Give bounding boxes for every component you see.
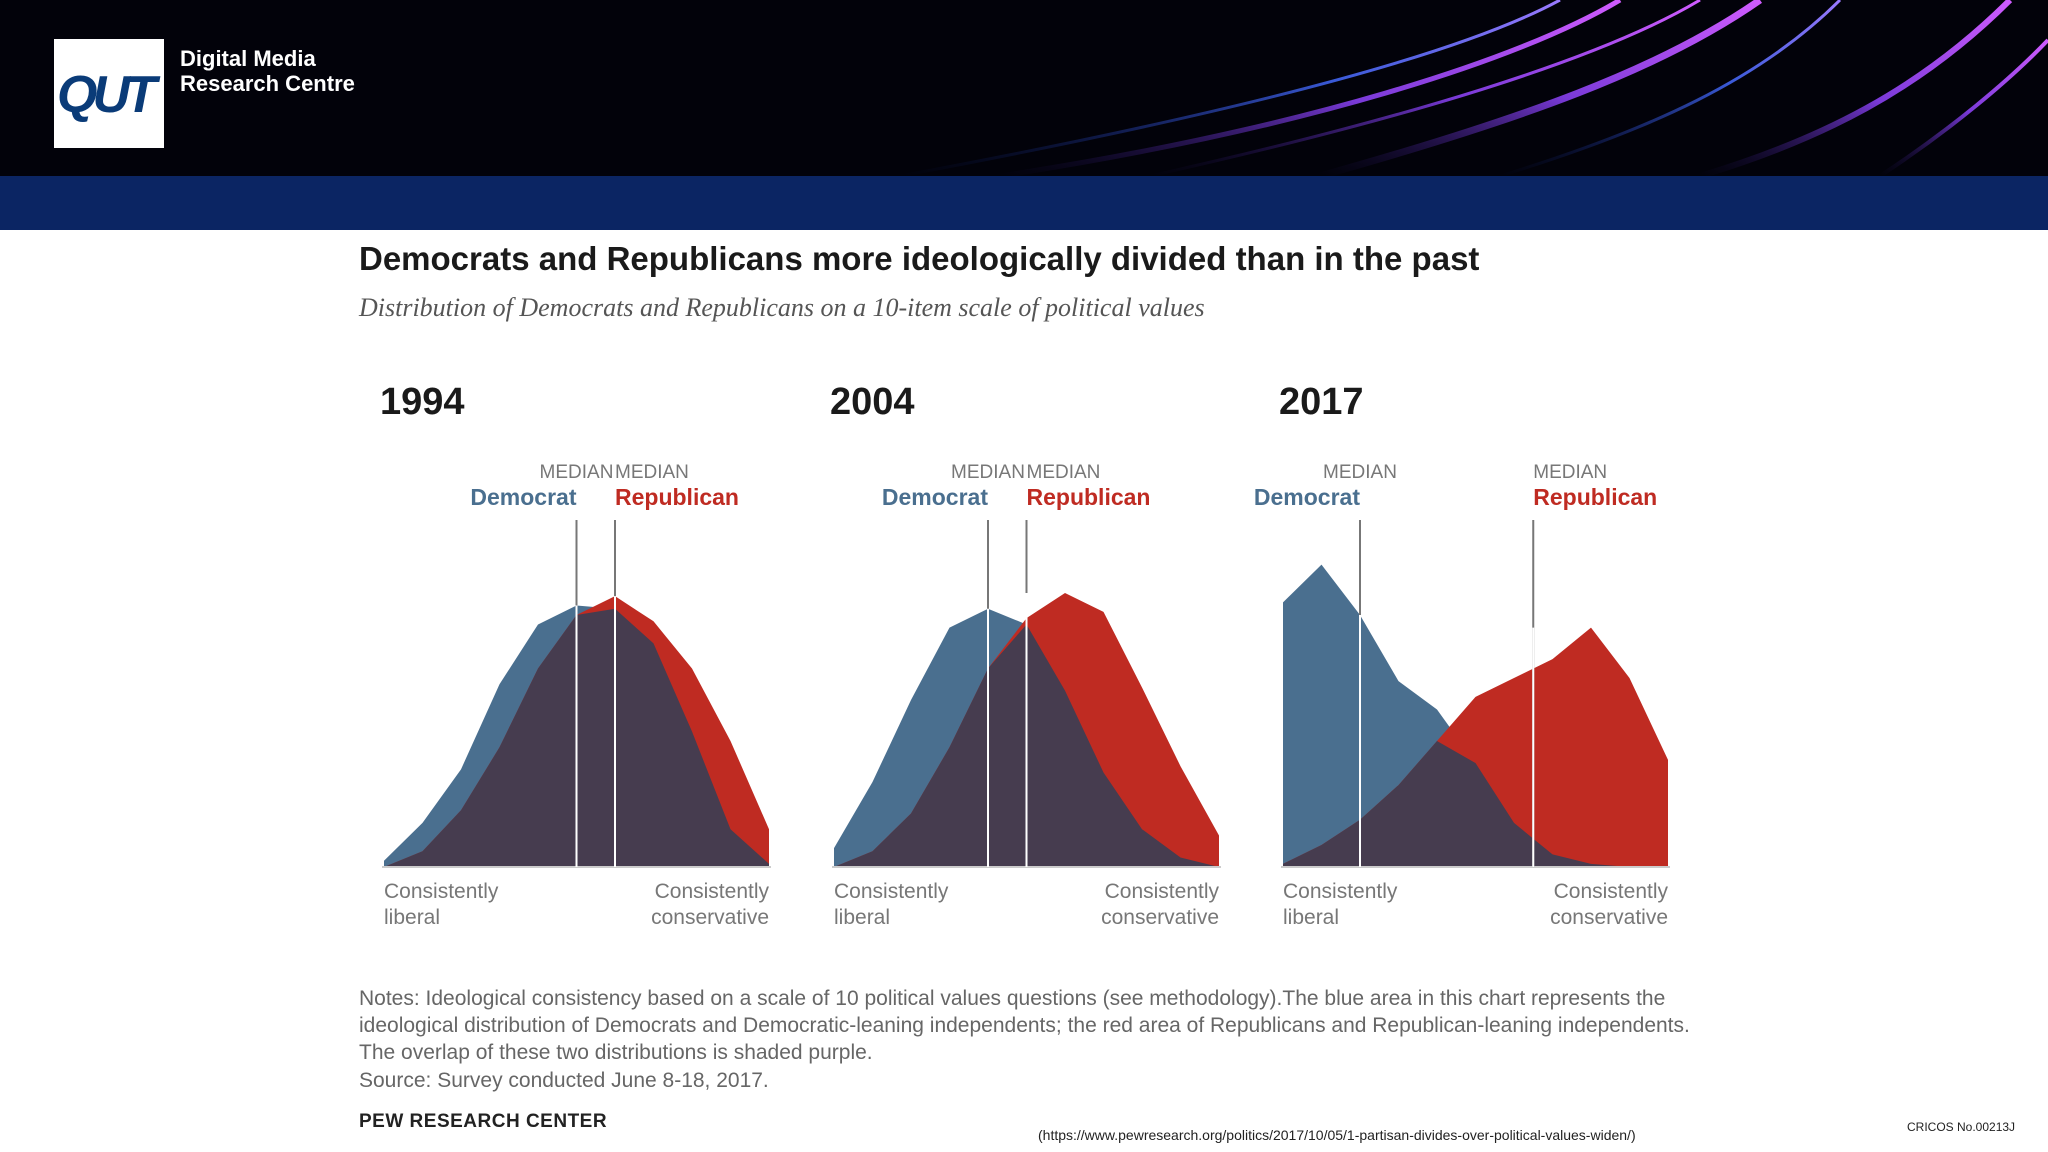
header-strip — [0, 176, 2048, 230]
xlabel-right: Consistently — [1105, 880, 1220, 903]
cricos-number: CRICOS No.00213J — [1907, 1120, 2016, 1134]
chart-1994 — [382, 520, 771, 868]
year-label: 2017 — [1279, 381, 1364, 423]
republican-label: Republican — [1027, 484, 1151, 510]
year-label: 2004 — [830, 381, 915, 423]
republican-label: Republican — [1533, 484, 1657, 510]
democrat-area — [1283, 564, 1668, 867]
chart-2004 — [832, 520, 1221, 868]
median-label-democrat: MEDIAN — [1323, 462, 1397, 483]
xlabel-right: Consistently — [1554, 880, 1669, 903]
year-label: 1994 — [380, 381, 465, 423]
centre-name: Digital Media Research Centre — [180, 46, 400, 96]
xlabel-right: conservative — [1101, 906, 1219, 929]
xlabel-right: conservative — [651, 906, 769, 929]
median-label-republican: MEDIAN — [615, 462, 689, 483]
democrat-label: Democrat — [470, 484, 576, 510]
banner-light-streaks — [899, 0, 2048, 176]
qut-logo: QUT — [54, 39, 164, 148]
xlabel-right: Consistently — [655, 880, 770, 903]
republican-label: Republican — [615, 484, 739, 510]
xlabel-left: liberal — [1283, 906, 1339, 929]
xlabel-left: liberal — [384, 906, 440, 929]
qut-logo-text: QUT — [57, 66, 157, 124]
xlabel-left: liberal — [834, 906, 890, 929]
democrat-label: Democrat — [1254, 484, 1360, 510]
chart-source: Source: Survey conducted June 8-18, 2017… — [359, 1069, 769, 1092]
xlabel-left: Consistently — [384, 880, 499, 903]
header-banner: QUT Digital Media Research Centre — [0, 0, 2048, 176]
median-label-democrat: MEDIAN — [951, 462, 1025, 483]
democrat-label: Democrat — [882, 484, 988, 510]
xlabel-right: conservative — [1550, 906, 1668, 929]
xlabel-left: Consistently — [1283, 880, 1398, 903]
overlap-area — [1283, 741, 1668, 867]
chart-notes: Notes: Ideological consistency based on … — [359, 987, 1690, 1064]
median-label-democrat: MEDIAN — [540, 462, 614, 483]
centre-name-line2: Research Centre — [180, 71, 355, 96]
chart-subtitle: Distribution of Democrats and Republican… — [359, 293, 1205, 322]
median-label-republican: MEDIAN — [1027, 462, 1101, 483]
chart-2017 — [1281, 520, 1670, 868]
median-label-republican: MEDIAN — [1533, 462, 1607, 483]
pew-credit: PEW RESEARCH CENTER — [359, 1111, 608, 1132]
xlabel-left: Consistently — [834, 880, 949, 903]
centre-name-line1: Digital Media — [180, 46, 316, 71]
source-url: (https://www.pewresearch.org/politics/20… — [1038, 1127, 1636, 1143]
chart-title: Democrats and Republicans more ideologic… — [359, 240, 1480, 277]
